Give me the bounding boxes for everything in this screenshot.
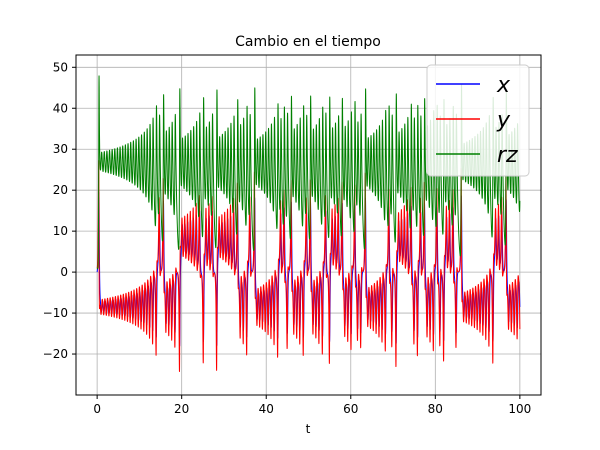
y-tick-label: 40	[53, 101, 68, 115]
y-tick-label: 10	[53, 224, 68, 238]
y-tick-label: −10	[43, 306, 68, 320]
x-tick-label: 60	[343, 402, 358, 416]
x-tick-label: 100	[508, 402, 531, 416]
legend-box	[426, 64, 530, 177]
x-tick-label: 40	[259, 402, 274, 416]
y-tick-label: 50	[53, 60, 68, 74]
y-tick-label: 0	[60, 265, 68, 279]
plot-frame	[75, 54, 542, 396]
x-tick-label: 80	[428, 402, 443, 416]
x-tick-label: 0	[93, 402, 101, 416]
legend-label-x: x	[496, 73, 511, 98]
legend: x y rz	[426, 64, 530, 177]
x-tick-label: 20	[174, 402, 189, 416]
legend-label-y: y	[496, 108, 511, 133]
legend-label-rz: rz	[497, 143, 518, 168]
x-axis-label: t	[306, 422, 311, 436]
y-tick-label: 30	[53, 142, 68, 156]
ticks: 0 20 40 60 80 100 −20 −10 0 10 20 30 40 50	[43, 60, 532, 416]
y-tick-label: 20	[53, 183, 68, 197]
chart-title: Cambio en el tiempo	[235, 34, 381, 50]
y-tick-label: −20	[43, 347, 68, 361]
